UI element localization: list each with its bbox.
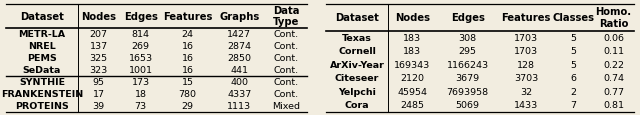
- Text: 1653: 1653: [129, 54, 153, 63]
- Text: 3679: 3679: [456, 74, 480, 83]
- Text: 29: 29: [182, 101, 193, 110]
- Text: Yelpchi: Yelpchi: [338, 87, 376, 96]
- Text: Dataset: Dataset: [20, 12, 64, 21]
- Text: Graphs: Graphs: [219, 12, 259, 21]
- Text: 0.81: 0.81: [603, 100, 624, 109]
- Text: Data
Type: Data Type: [273, 6, 300, 27]
- Text: 173: 173: [132, 77, 150, 86]
- Text: Edges: Edges: [124, 12, 157, 21]
- Text: ArXiv-Year: ArXiv-Year: [330, 60, 385, 69]
- Text: 1703: 1703: [514, 34, 538, 42]
- Text: 2485: 2485: [401, 100, 424, 109]
- Text: 2120: 2120: [401, 74, 424, 83]
- Text: FRANKENSTEIN: FRANKENSTEIN: [1, 89, 83, 98]
- Text: 137: 137: [90, 42, 108, 51]
- Text: 1113: 1113: [227, 101, 252, 110]
- Text: SYNTHIE: SYNTHIE: [19, 77, 65, 86]
- Text: 5: 5: [571, 60, 577, 69]
- Text: Texas: Texas: [342, 34, 372, 42]
- Text: 1433: 1433: [514, 100, 538, 109]
- Text: 16: 16: [182, 54, 193, 63]
- Text: 1001: 1001: [129, 66, 152, 74]
- Text: Features: Features: [501, 13, 551, 23]
- Text: Mixed: Mixed: [272, 101, 300, 110]
- Text: SeData: SeData: [23, 66, 61, 74]
- Text: 128: 128: [517, 60, 535, 69]
- Text: PEMS: PEMS: [27, 54, 57, 63]
- Text: 16: 16: [182, 42, 193, 51]
- Text: 5: 5: [571, 47, 577, 56]
- Text: 73: 73: [134, 101, 147, 110]
- Text: 325: 325: [90, 54, 108, 63]
- Text: 295: 295: [459, 47, 477, 56]
- Text: 1427: 1427: [227, 30, 252, 39]
- Text: 269: 269: [132, 42, 150, 51]
- Text: Features: Features: [163, 12, 212, 21]
- Text: 183: 183: [403, 47, 422, 56]
- Text: 1166243: 1166243: [447, 60, 489, 69]
- Text: 2: 2: [571, 87, 577, 96]
- Text: 308: 308: [459, 34, 477, 42]
- Text: Cont.: Cont.: [274, 30, 299, 39]
- Text: 323: 323: [90, 66, 108, 74]
- Text: 400: 400: [230, 77, 248, 86]
- Text: Cont.: Cont.: [274, 66, 299, 74]
- Text: 16: 16: [182, 66, 193, 74]
- Text: 814: 814: [132, 30, 150, 39]
- Text: Cont.: Cont.: [274, 89, 299, 98]
- Text: 0.22: 0.22: [603, 60, 624, 69]
- Text: 183: 183: [403, 34, 422, 42]
- Text: NREL: NREL: [28, 42, 56, 51]
- Text: 0.11: 0.11: [603, 47, 624, 56]
- Text: 207: 207: [90, 30, 108, 39]
- Text: Edges: Edges: [451, 13, 484, 23]
- Text: 1703: 1703: [514, 47, 538, 56]
- Text: 2874: 2874: [227, 42, 252, 51]
- Text: 169343: 169343: [394, 60, 431, 69]
- Text: 0.77: 0.77: [603, 87, 624, 96]
- Text: Citeseer: Citeseer: [335, 74, 380, 83]
- Text: 0.74: 0.74: [603, 74, 624, 83]
- Text: 45954: 45954: [397, 87, 428, 96]
- Text: 39: 39: [93, 101, 105, 110]
- Text: 3703: 3703: [514, 74, 538, 83]
- Text: 15: 15: [182, 77, 193, 86]
- Text: 24: 24: [182, 30, 193, 39]
- Text: PROTEINS: PROTEINS: [15, 101, 69, 110]
- Text: 4337: 4337: [227, 89, 252, 98]
- Text: Homo.
Ratio: Homo. Ratio: [596, 7, 632, 29]
- Text: Cont.: Cont.: [274, 42, 299, 51]
- Text: METR-LA: METR-LA: [19, 30, 65, 39]
- Text: 32: 32: [520, 87, 532, 96]
- Text: 17: 17: [93, 89, 104, 98]
- Text: Dataset: Dataset: [335, 13, 379, 23]
- Text: 0.06: 0.06: [603, 34, 624, 42]
- Text: 7: 7: [571, 100, 577, 109]
- Text: Cont.: Cont.: [274, 77, 299, 86]
- Text: 7693958: 7693958: [447, 87, 489, 96]
- Text: 5: 5: [571, 34, 577, 42]
- Text: 18: 18: [134, 89, 147, 98]
- Text: Nodes: Nodes: [395, 13, 430, 23]
- Text: 441: 441: [230, 66, 248, 74]
- Text: Cornell: Cornell: [338, 47, 376, 56]
- Text: 6: 6: [571, 74, 577, 83]
- Text: 5069: 5069: [456, 100, 480, 109]
- Text: Cora: Cora: [345, 100, 369, 109]
- Text: 780: 780: [179, 89, 196, 98]
- Text: Classes: Classes: [553, 13, 595, 23]
- Text: Nodes: Nodes: [81, 12, 116, 21]
- Text: Cont.: Cont.: [274, 54, 299, 63]
- Text: 2850: 2850: [227, 54, 252, 63]
- Text: 95: 95: [93, 77, 104, 86]
